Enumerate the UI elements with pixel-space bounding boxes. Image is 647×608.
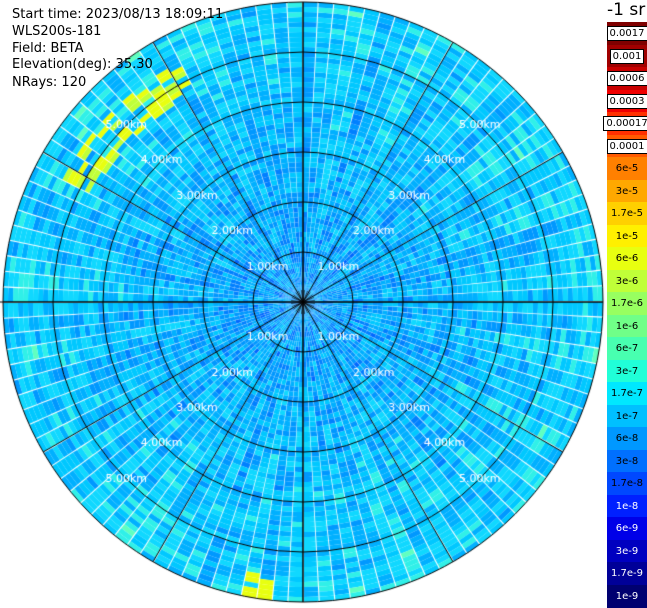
colorbar-tick-label: 1.7e-7: [609, 387, 645, 400]
colorbar-tick-label: 6e-9: [614, 522, 641, 535]
nrays-label: NRays: 120: [12, 76, 86, 89]
colorbar-tick-label: 1e-7: [614, 410, 641, 423]
start-time-label: Start time: 2023/08/13 18:09:11: [12, 8, 223, 21]
colorbar-tick-label: 6e-8: [614, 432, 641, 445]
colorbar-tick-label: 3e-9: [614, 545, 641, 558]
colorbar-level: 1e-5: [607, 225, 647, 248]
colorbar-level: 1.7e-9: [607, 562, 647, 585]
colorbar-tick-label: 6e-5: [614, 162, 641, 175]
colorbar-level: 1e-8: [607, 495, 647, 518]
colorbar-level: 0.0006: [607, 67, 647, 90]
colorbar-tick-label: 3e-5: [614, 185, 641, 198]
colorbar-level: 3e-5: [607, 180, 647, 203]
colorbar-tick-label: 1.7e-6: [609, 297, 645, 310]
colorbar-level: 3e-8: [607, 450, 647, 473]
colorbar-level: 6e-7: [607, 337, 647, 360]
colorbar-tick-label: 0.001: [610, 49, 645, 64]
colorbar-tick-label: 1e-8: [614, 500, 641, 513]
colorbar-level: 6e-9: [607, 517, 647, 540]
colorbar-tick-label: 0.00017: [603, 116, 647, 131]
instrument-label: WLS200s-181: [12, 25, 101, 38]
colorbar-tick-label: 3e-8: [614, 455, 641, 468]
colorbar-tick-label: 0.0003: [607, 94, 647, 109]
colorbar-level: 0.0001: [607, 135, 647, 158]
colorbar-tick-label: 0.0006: [607, 71, 647, 86]
colorbar-level: 1.7e-8: [607, 472, 647, 495]
colorbar-level: 1e-9: [607, 585, 647, 608]
colorbar-unit-label: -1 sr: [607, 0, 645, 20]
colorbar-tick-label: 3e-7: [614, 365, 641, 378]
colorbar-tick-label: 1e-9: [614, 590, 641, 603]
colorbar-tick-label: 1.7e-8: [609, 477, 645, 490]
field-label: Field: BETA: [12, 42, 83, 55]
colorbar-tick-label: 1.7e-5: [609, 207, 645, 220]
colorbar-tick-label: 6e-6: [614, 252, 641, 265]
colorbar-tick-label: 0.0017: [607, 26, 647, 41]
colorbar-level: 6e-6: [607, 247, 647, 270]
colorbar-level: 0.0003: [607, 90, 647, 113]
colorbar-level: 0.0017: [607, 22, 647, 45]
colorbar-tick-label: 1e-6: [614, 320, 641, 333]
colorbar-level: 6e-5: [607, 157, 647, 180]
colorbar-level: 1.7e-5: [607, 202, 647, 225]
colorbar-level: 1.7e-7: [607, 382, 647, 405]
ppi-scan-plot: [0, 0, 607, 607]
colorbar-level: 1e-6: [607, 315, 647, 338]
colorbar-level: 0.00017: [607, 112, 647, 135]
colorbar-tick-label: 6e-7: [614, 342, 641, 355]
colorbar-level: 3e-7: [607, 360, 647, 383]
colorbar-tick-label: 1.7e-9: [609, 567, 645, 580]
colorbar-level: 3e-6: [607, 270, 647, 293]
colorbar-tick-label: 0.0001: [607, 139, 647, 154]
colorbar-level: 1.7e-6: [607, 292, 647, 315]
colorbar-tick-label: 1e-5: [614, 230, 641, 243]
colorbar-level: 6e-8: [607, 427, 647, 450]
colorbar-tick-label: 3e-6: [614, 275, 641, 288]
colorbar-level: 1e-7: [607, 405, 647, 428]
colorbar: 0.0017 0.001 0.0006 0.0003 0.00017 0.0001 6e-5…: [607, 22, 647, 607]
colorbar-level: 3e-9: [607, 540, 647, 563]
elevation-label: Elevation(deg): 35.30: [12, 58, 153, 71]
colorbar-level: 0.001: [607, 45, 647, 68]
